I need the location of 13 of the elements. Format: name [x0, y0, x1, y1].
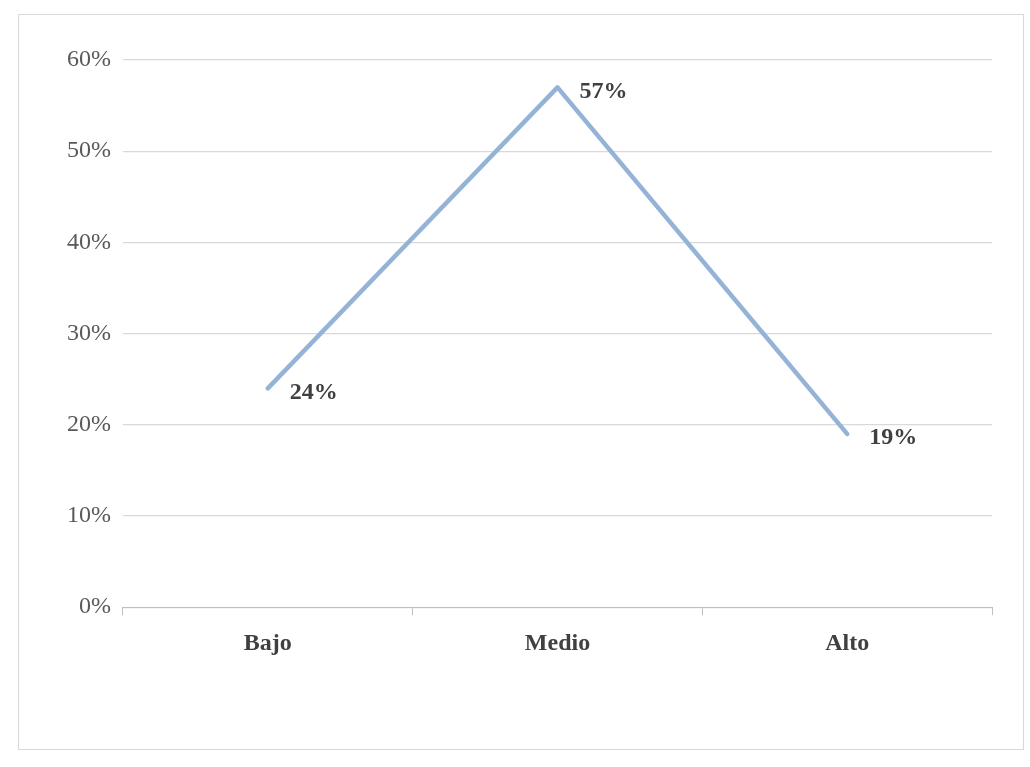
x-tick-label: Alto	[825, 628, 870, 655]
data-label: 19%	[869, 423, 918, 450]
data-label: 24%	[289, 377, 338, 404]
x-tick-label: Medio	[524, 628, 591, 655]
y-tick-label: 60%	[66, 45, 111, 72]
y-tick-label: 40%	[66, 227, 111, 254]
y-tick-label: 10%	[66, 501, 111, 528]
y-tick-label: 50%	[66, 136, 111, 163]
y-tick-label: 20%	[66, 410, 111, 437]
x-tick-label: Bajo	[243, 628, 292, 655]
data-label: 57%	[579, 76, 628, 103]
y-tick-label: 30%	[66, 318, 111, 345]
y-tick-label: 0%	[78, 592, 111, 619]
